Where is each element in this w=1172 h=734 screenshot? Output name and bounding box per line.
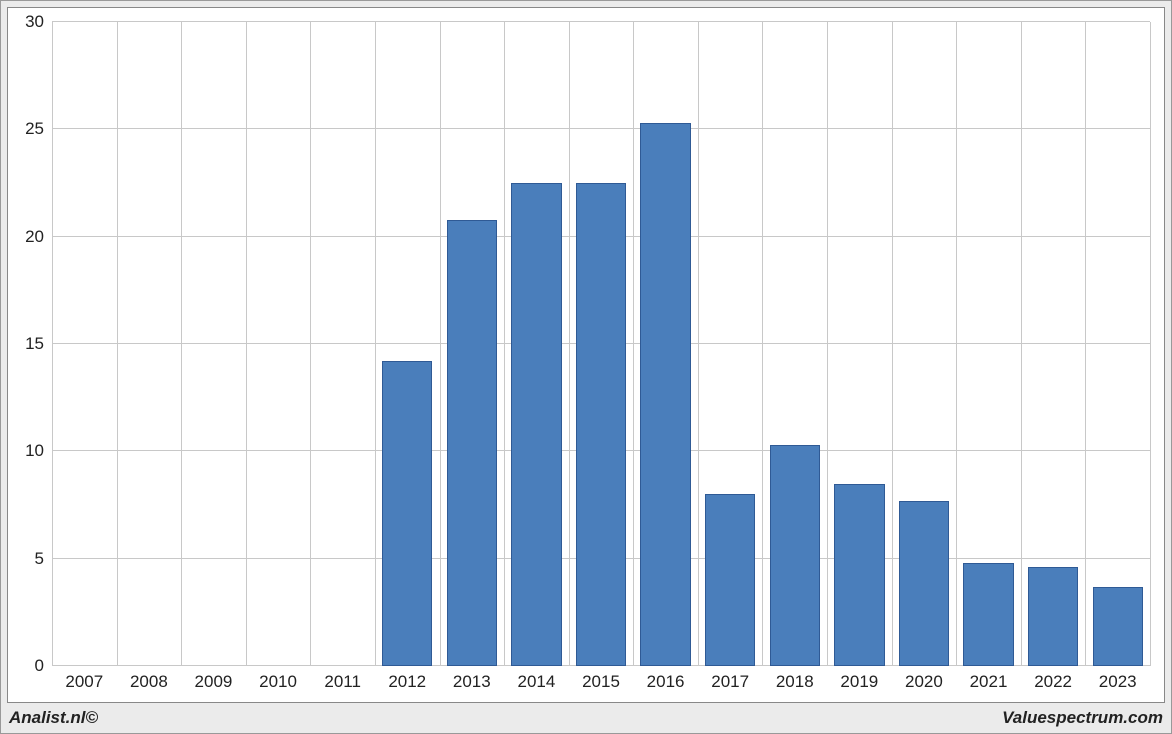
gridline-vertical [375,22,376,666]
x-tick-label: 2010 [259,672,297,692]
x-tick-label: 2008 [130,672,168,692]
x-tick-label: 2009 [195,672,233,692]
bar [640,123,690,666]
x-tick-label: 2016 [647,672,685,692]
bar [1028,567,1078,666]
x-tick-label: 2013 [453,672,491,692]
footer-right-credit: Valuespectrum.com [1002,708,1163,728]
bar [963,563,1013,666]
gridline-vertical [698,22,699,666]
gridline-vertical [246,22,247,666]
bar [899,501,949,666]
y-tick-label: 10 [25,441,44,461]
y-tick-label: 15 [25,334,44,354]
y-tick-label: 0 [35,656,44,676]
gridline-vertical [504,22,505,666]
x-tick-label: 2014 [517,672,555,692]
gridline-horizontal [52,128,1150,129]
gridline-horizontal [52,21,1150,22]
x-tick-label: 2023 [1099,672,1137,692]
bar [447,220,497,667]
chart-frame: 0 5 10 15 20 25 30 2007 2008 2009 2010 2011 2012 2013… [0,0,1172,734]
chart-footer: Analist.nl© Valuespectrum.com [9,707,1163,729]
x-tick-label: 2019 [840,672,878,692]
bar [770,445,820,666]
gridline-vertical [892,22,893,666]
bar [834,484,884,666]
gridline-vertical [117,22,118,666]
bar [576,183,626,666]
y-tick-label: 30 [25,12,44,32]
gridline-vertical [633,22,634,666]
gridline-vertical [1085,22,1086,666]
x-tick-label: 2012 [388,672,426,692]
x-tick-label: 2020 [905,672,943,692]
bar [1093,587,1143,666]
x-tick-label: 2017 [711,672,749,692]
x-tick-label: 2007 [65,672,103,692]
y-tick-label: 5 [35,549,44,569]
gridline-vertical [956,22,957,666]
footer-left-credit: Analist.nl© [9,708,98,728]
bar [705,494,755,666]
chart-container: 0 5 10 15 20 25 30 2007 2008 2009 2010 2011 2012 2013… [7,7,1165,703]
bar [511,183,561,666]
x-tick-label: 2021 [970,672,1008,692]
y-tick-label: 20 [25,227,44,247]
gridline-vertical [827,22,828,666]
gridline-vertical [1150,22,1151,666]
gridline-vertical [181,22,182,666]
x-tick-label: 2011 [324,672,361,692]
gridline-vertical [310,22,311,666]
x-tick-label: 2015 [582,672,620,692]
x-tick-label: 2022 [1034,672,1072,692]
bar [382,361,432,666]
gridline-vertical [1021,22,1022,666]
gridline-vertical [569,22,570,666]
gridline-vertical [52,22,53,666]
gridline-vertical [440,22,441,666]
gridline-vertical [762,22,763,666]
plot-area: 0510152025302007200820092010201120122013… [52,22,1150,666]
x-tick-label: 2018 [776,672,814,692]
y-tick-label: 25 [25,119,44,139]
